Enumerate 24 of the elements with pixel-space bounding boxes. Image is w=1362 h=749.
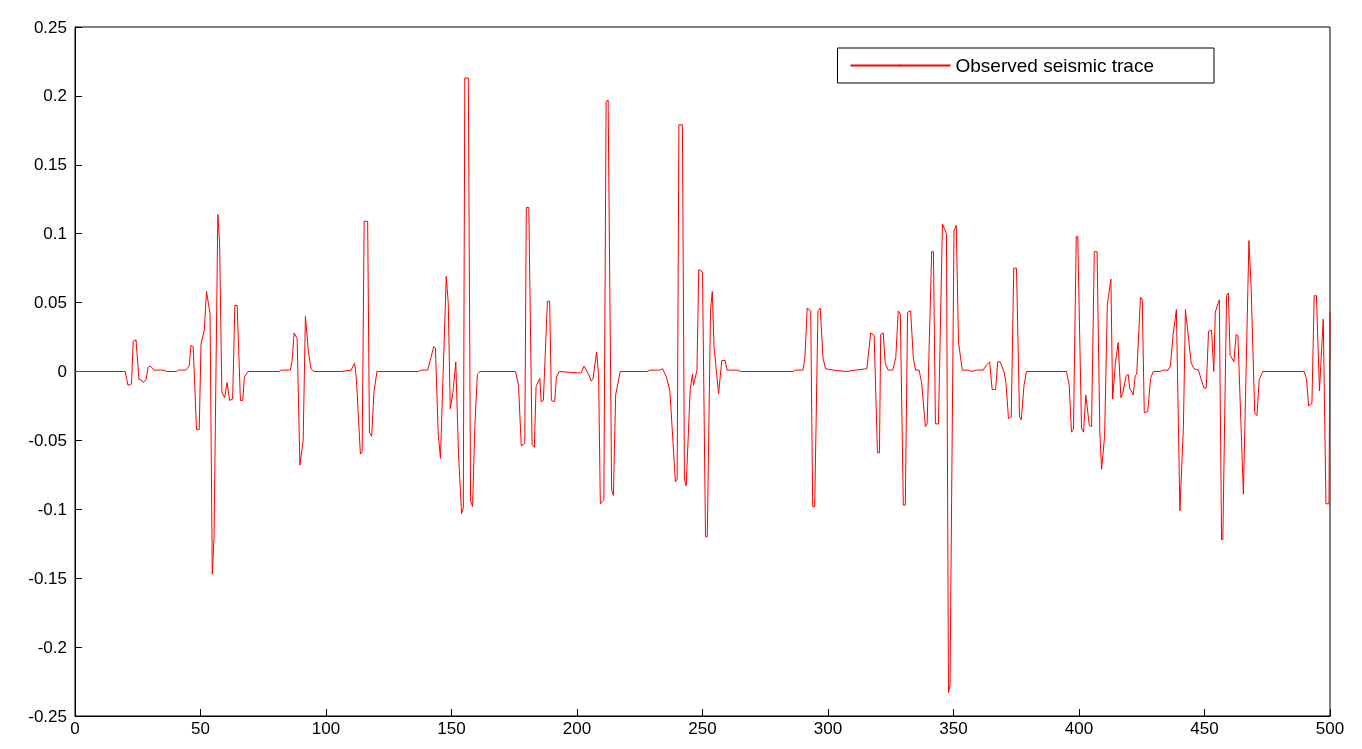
y-tick-label: -0.1 — [37, 499, 67, 519]
y-tick-label: 0 — [57, 362, 67, 381]
x-tick-label: 350 — [939, 719, 968, 738]
y-tick-label: 0.15 — [33, 155, 67, 175]
text: Observed seismic trace — [955, 55, 1155, 76]
x-tick-label: 500 — [1315, 719, 1345, 738]
line-series — [74, 77, 1331, 694]
x-tick-label: 50 — [191, 719, 210, 738]
x-tick-label: 300 — [813, 719, 843, 738]
y-tick-label: -0.05 — [28, 430, 67, 450]
y-tick-label: 0.2 — [43, 86, 67, 106]
x-tick-label: 150 — [437, 719, 466, 738]
y-tick-label: -0.2 — [37, 637, 67, 657]
x-tick-label: 450 — [1190, 719, 1219, 738]
x-tick-label: 100 — [311, 719, 341, 738]
y-tick-label: 0.05 — [33, 293, 67, 313]
y-tick-label: -0.15 — [28, 568, 67, 588]
y-tick-label: 0.1 — [43, 224, 67, 244]
x-tick-label: 250 — [688, 719, 717, 738]
y-tick-label: 0.25 — [33, 17, 67, 37]
y-tick-label: -0.25 — [28, 706, 67, 726]
x-tick-label: 0 — [70, 719, 80, 738]
x-tick-label: 400 — [1064, 719, 1094, 738]
x-tick-label: 200 — [562, 719, 592, 738]
